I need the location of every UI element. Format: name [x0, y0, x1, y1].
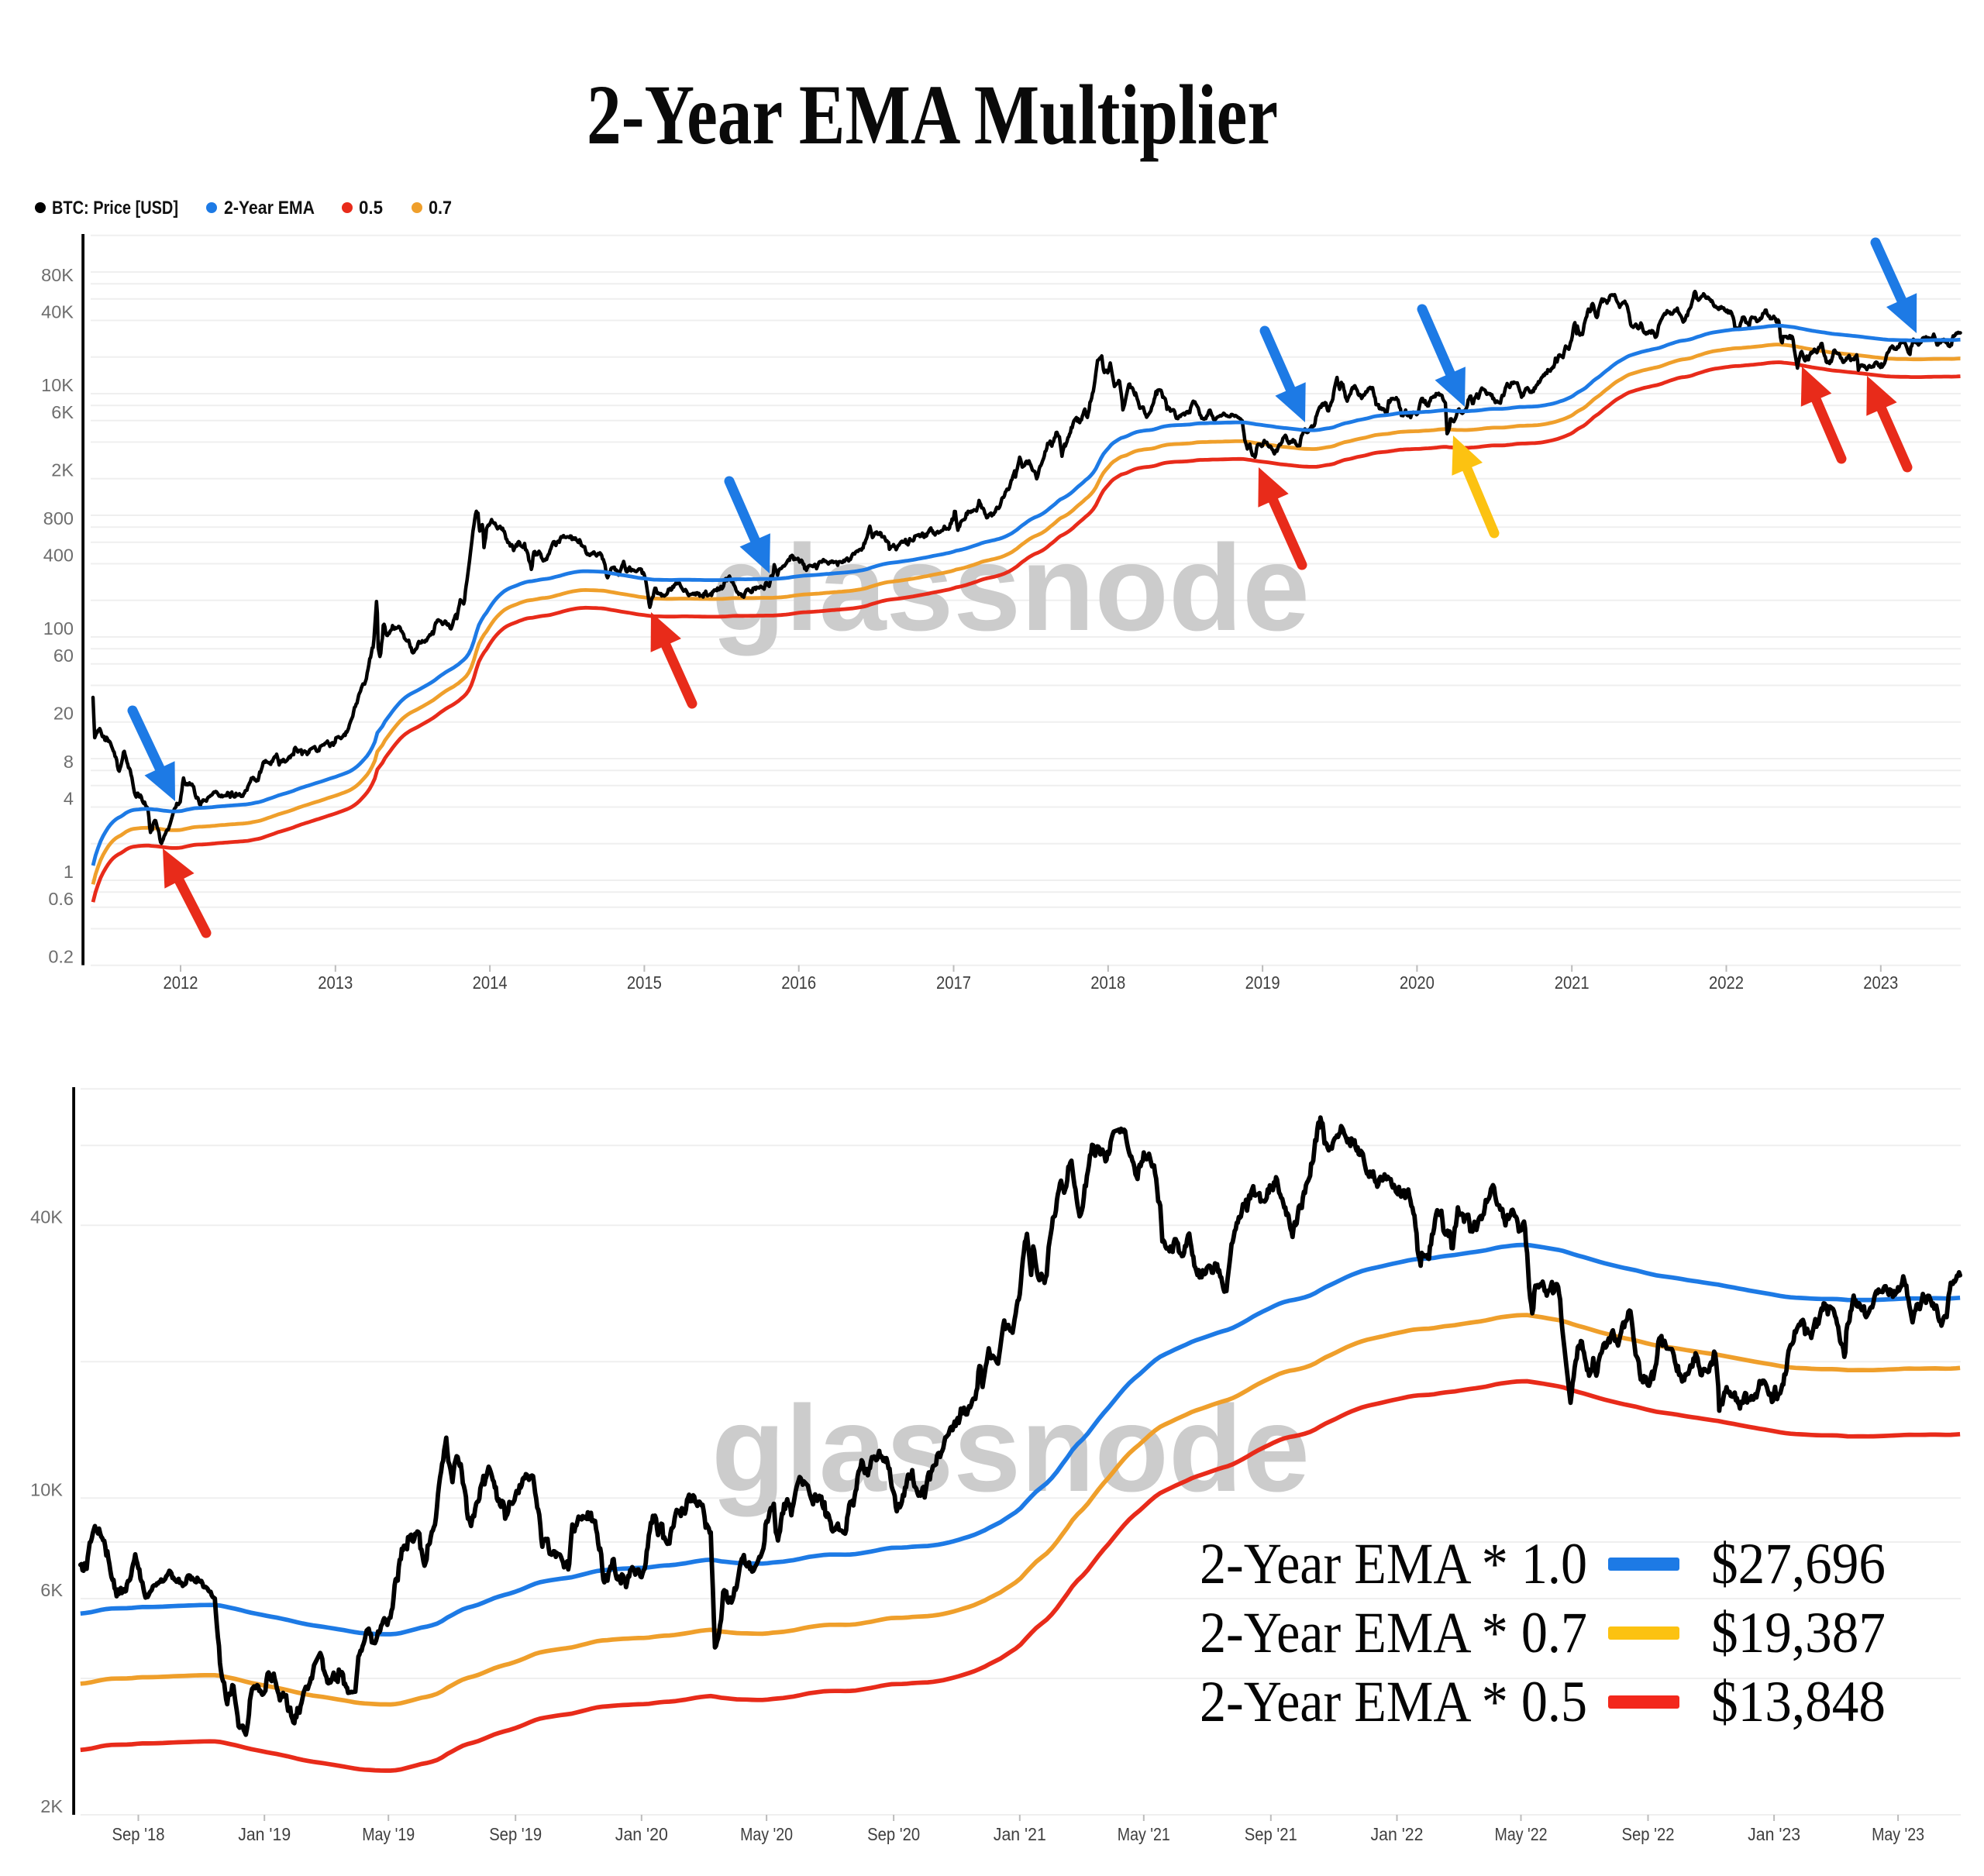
- svg-text:BTC: Price [USD]: BTC: Price [USD]: [52, 198, 178, 219]
- svg-text:Jan '22: Jan '22: [1371, 1824, 1424, 1844]
- svg-text:$19,387: $19,387: [1711, 1601, 1886, 1665]
- svg-text:4: 4: [64, 789, 74, 809]
- svg-text:8: 8: [64, 752, 74, 772]
- svg-text:Jan '23: Jan '23: [1748, 1824, 1800, 1844]
- svg-text:2022: 2022: [1709, 972, 1744, 993]
- svg-text:$13,848: $13,848: [1711, 1670, 1886, 1734]
- svg-text:2014: 2014: [473, 972, 508, 993]
- svg-text:2023: 2023: [1863, 972, 1898, 993]
- svg-text:May '20: May '20: [740, 1824, 793, 1844]
- svg-text:2-Year EMA Multiplier: 2-Year EMA Multiplier: [587, 67, 1278, 162]
- svg-text:10K: 10K: [30, 1479, 63, 1499]
- svg-text:10K: 10K: [41, 375, 74, 395]
- svg-text:Sep '18: Sep '18: [112, 1824, 165, 1844]
- svg-text:glassnode: glassnode: [711, 520, 1310, 656]
- svg-text:Sep '19: Sep '19: [489, 1824, 542, 1844]
- svg-text:2017: 2017: [936, 972, 971, 993]
- svg-text:Jan '20: Jan '20: [615, 1824, 668, 1844]
- svg-text:0.2: 0.2: [48, 947, 74, 967]
- svg-text:0.7: 0.7: [429, 198, 452, 219]
- svg-text:2019: 2019: [1245, 972, 1280, 993]
- svg-text:Jan '19: Jan '19: [238, 1824, 291, 1844]
- svg-text:2K: 2K: [40, 1796, 63, 1816]
- svg-text:May '23: May '23: [1872, 1824, 1924, 1844]
- svg-text:2-Year EMA * 0.5: 2-Year EMA * 0.5: [1200, 1670, 1587, 1734]
- svg-text:0.5: 0.5: [359, 198, 383, 219]
- svg-text:80K: 80K: [41, 265, 74, 285]
- svg-text:2-Year EMA * 1.0: 2-Year EMA * 1.0: [1200, 1532, 1587, 1596]
- svg-text:0.6: 0.6: [48, 889, 74, 909]
- svg-text:6K: 6K: [40, 1580, 63, 1600]
- svg-text:2015: 2015: [627, 972, 662, 993]
- svg-text:May '21: May '21: [1118, 1824, 1170, 1844]
- svg-text:60: 60: [53, 645, 74, 666]
- svg-text:2-Year EMA: 2-Year EMA: [224, 198, 315, 219]
- svg-text:2013: 2013: [318, 972, 353, 993]
- svg-text:2018: 2018: [1090, 972, 1125, 993]
- svg-text:May '19: May '19: [362, 1824, 415, 1844]
- svg-text:2020: 2020: [1400, 972, 1435, 993]
- svg-text:2012: 2012: [164, 972, 198, 993]
- svg-text:Sep '20: Sep '20: [867, 1824, 920, 1844]
- svg-text:May '22: May '22: [1495, 1824, 1548, 1844]
- svg-text:2016: 2016: [781, 972, 816, 993]
- svg-text:400: 400: [43, 546, 74, 566]
- svg-text:$27,696: $27,696: [1711, 1532, 1886, 1596]
- svg-text:2K: 2K: [51, 460, 74, 480]
- svg-text:Sep '21: Sep '21: [1245, 1824, 1297, 1844]
- svg-text:20: 20: [53, 704, 74, 724]
- svg-text:800: 800: [43, 508, 74, 528]
- svg-text:6K: 6K: [51, 402, 74, 422]
- svg-text:100: 100: [43, 618, 74, 639]
- svg-text:1: 1: [64, 862, 74, 882]
- svg-text:40K: 40K: [30, 1206, 63, 1227]
- svg-text:2021: 2021: [1555, 972, 1590, 993]
- svg-text:Jan '21: Jan '21: [994, 1824, 1046, 1844]
- svg-text:Sep '22: Sep '22: [1622, 1824, 1675, 1844]
- svg-text:2-Year EMA * 0.7: 2-Year EMA * 0.7: [1200, 1601, 1587, 1665]
- svg-text:40K: 40K: [41, 302, 74, 322]
